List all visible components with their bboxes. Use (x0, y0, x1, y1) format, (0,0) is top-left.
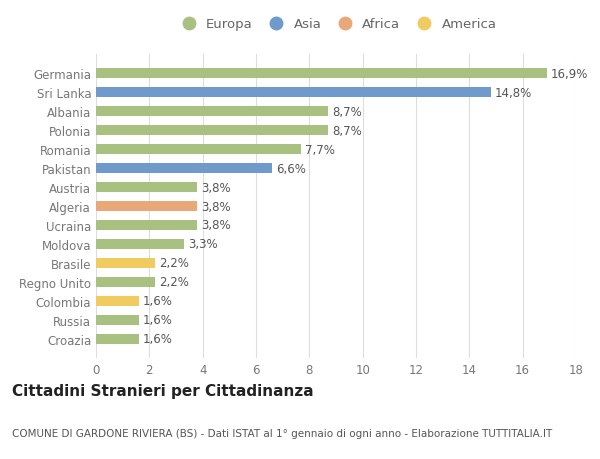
Bar (96, 145, 301, 155)
Text: 3,8%: 3,8% (202, 219, 231, 232)
Bar (96, 220, 197, 231)
Text: 16,9%: 16,9% (551, 67, 588, 80)
Bar (96, 88, 491, 98)
Text: 3,3%: 3,3% (188, 238, 218, 251)
Text: COMUNE DI GARDONE RIVIERA (BS) - Dati ISTAT al 1° gennaio di ogni anno - Elabora: COMUNE DI GARDONE RIVIERA (BS) - Dati IS… (12, 428, 552, 438)
Text: 8,7%: 8,7% (332, 106, 362, 118)
Text: 2,2%: 2,2% (158, 257, 188, 270)
Text: 3,8%: 3,8% (202, 181, 231, 194)
Text: Cittadini Stranieri per Cittadinanza: Cittadini Stranieri per Cittadinanza (12, 383, 314, 398)
Bar (96, 69, 547, 79)
Text: 1,6%: 1,6% (143, 295, 173, 308)
Text: 2,2%: 2,2% (158, 276, 188, 289)
Bar (96, 258, 155, 269)
Text: 1,6%: 1,6% (143, 313, 173, 327)
Bar (96, 106, 328, 117)
Bar (96, 315, 139, 325)
Bar (96, 296, 139, 307)
Bar (96, 126, 328, 136)
Bar (96, 182, 197, 193)
Text: 6,6%: 6,6% (276, 162, 306, 175)
Text: 14,8%: 14,8% (494, 86, 532, 100)
Bar (96, 239, 184, 250)
Bar (96, 334, 139, 344)
Text: 8,7%: 8,7% (332, 124, 362, 137)
Bar (96, 202, 197, 212)
Legend: Europa, Asia, Africa, America: Europa, Asia, Africa, America (170, 13, 502, 37)
Bar (96, 277, 155, 287)
Text: 3,8%: 3,8% (202, 200, 231, 213)
Bar (96, 163, 272, 174)
Text: 1,6%: 1,6% (143, 333, 173, 346)
Text: 7,7%: 7,7% (305, 143, 335, 156)
